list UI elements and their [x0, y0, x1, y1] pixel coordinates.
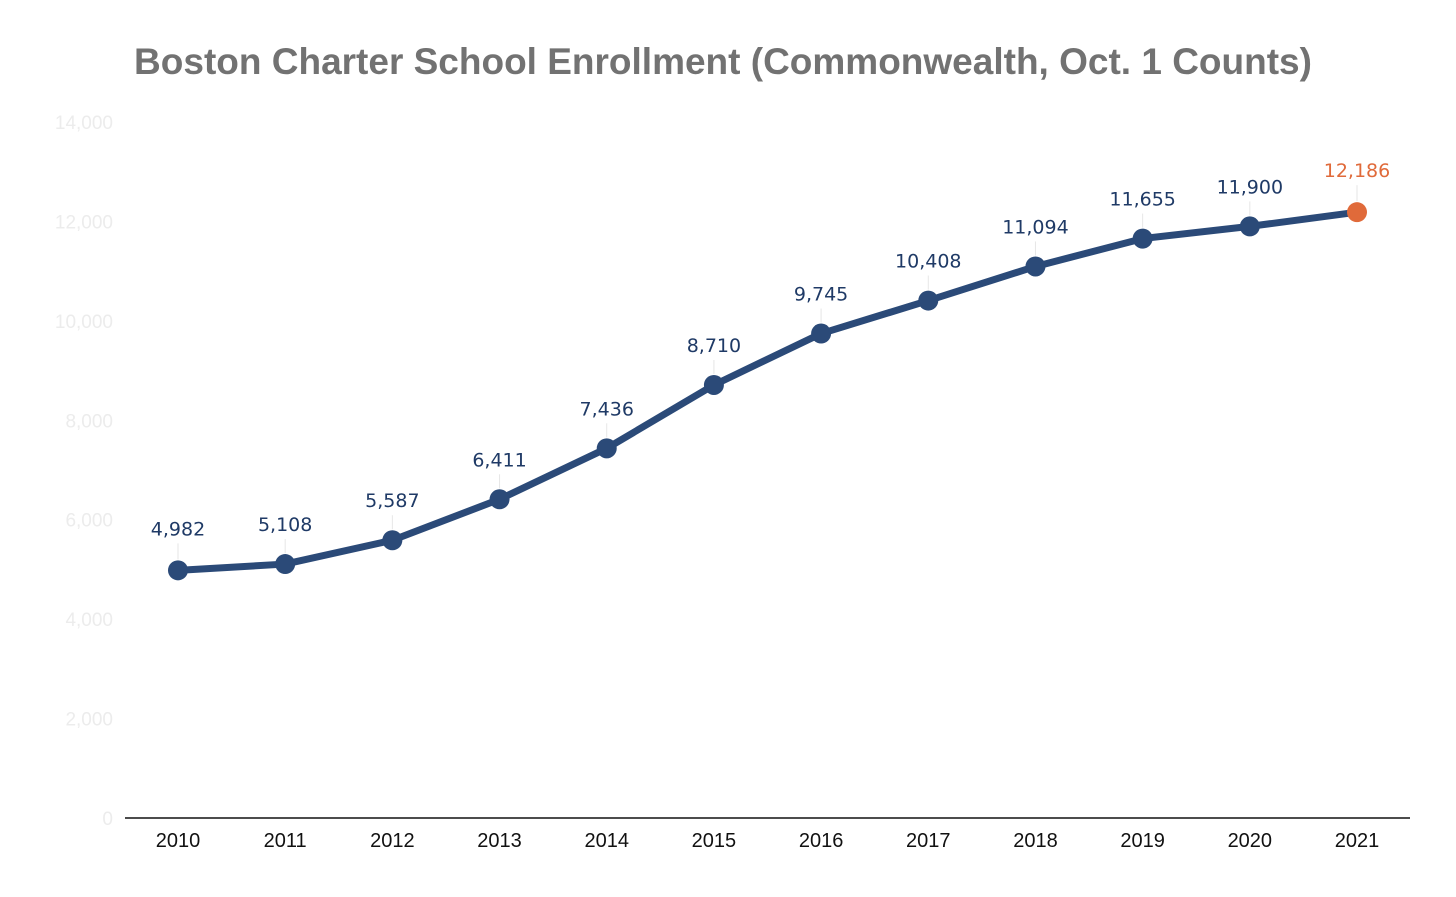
y-tick-label: 10,000: [55, 312, 113, 333]
data-point: [489, 489, 510, 510]
x-tick-label: 2019: [1120, 830, 1165, 852]
data-point: [703, 374, 724, 395]
data-label: 11,094: [1002, 216, 1068, 238]
x-tick-label: 2010: [156, 830, 201, 852]
x-tick-label: 2013: [477, 830, 522, 852]
x-tick-label: 2017: [906, 830, 951, 852]
data-label: 6,411: [472, 449, 526, 471]
y-tick-label: 4,000: [65, 610, 113, 631]
data-point: [811, 323, 832, 344]
data-point: [596, 438, 617, 459]
y-tick-label: 2,000: [65, 710, 113, 731]
data-label: 9,745: [794, 284, 848, 306]
data-label: 10,408: [895, 251, 961, 273]
data-point: [1239, 216, 1260, 237]
data-point: [275, 554, 296, 575]
data-label: 11,900: [1217, 176, 1283, 198]
x-tick-label: 2011: [264, 830, 307, 852]
data-points: [168, 202, 1367, 581]
x-tick-label: 2020: [1228, 830, 1273, 852]
x-tick-label: 2018: [1013, 830, 1058, 852]
label-leader-lines: [177, 185, 1358, 560]
data-point: [382, 530, 403, 551]
highlight-point: [1347, 202, 1367, 223]
data-labels: 4,982 5,108 5,587 6,411 7,436 8,710 9,745 10,40…: [151, 160, 1390, 540]
data-label: 12,186: [1324, 160, 1390, 182]
x-tick-label: 2021: [1335, 830, 1380, 852]
x-tick-label: 2016: [799, 830, 844, 852]
data-point: [918, 290, 939, 311]
y-tick-label: 14,000: [55, 113, 113, 134]
data-label: 5,587: [365, 490, 419, 512]
data-label: 4,982: [151, 518, 205, 540]
data-label: 5,108: [258, 514, 312, 536]
series-line-enrollment: [174, 208, 1361, 574]
data-label: 7,436: [580, 398, 634, 420]
x-tick-label: 2012: [370, 830, 415, 852]
y-axis-ticks: 0 2,000 4,000 6,000 8,000 10,000 12,000 14,000: [55, 113, 113, 830]
y-tick-label: 6,000: [65, 511, 113, 532]
data-label: 11,655: [1109, 189, 1175, 211]
y-tick-label: 8,000: [65, 411, 113, 432]
y-tick-label: 0: [102, 809, 113, 830]
data-point: [1132, 228, 1153, 249]
data-point: [168, 560, 188, 581]
x-tick-label: 2015: [692, 830, 737, 852]
x-tick-label: 2014: [584, 830, 629, 852]
y-tick-label: 12,000: [55, 212, 113, 233]
data-point: [1025, 256, 1046, 277]
data-label: 8,710: [687, 335, 741, 357]
x-axis-ticks: 2010 2011 2012 2013 2014 2015 2016 2017 2018 2019…: [156, 830, 1380, 852]
chart-title: Boston Charter School Enrollment (Common…: [134, 41, 1312, 82]
